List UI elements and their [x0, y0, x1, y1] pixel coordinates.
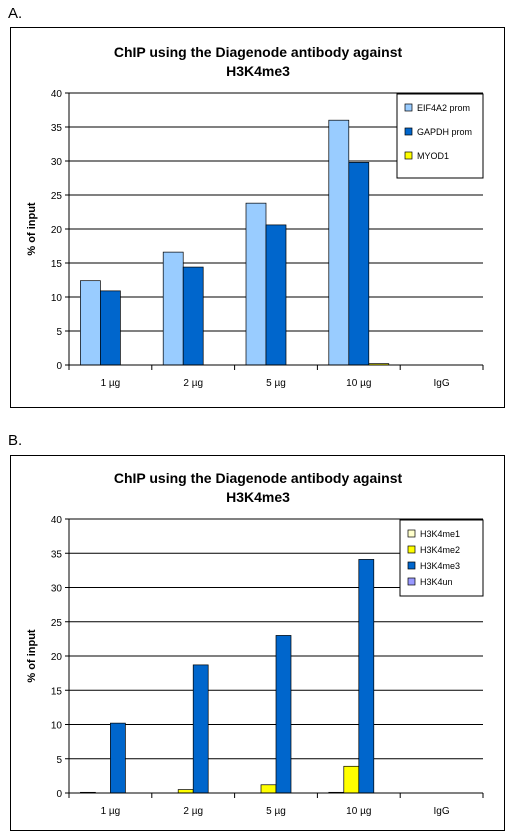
chart-b-ytick-label: 0 — [56, 789, 62, 800]
chart-a-legend-swatch — [404, 103, 413, 112]
chart-b-bar-h3k4me3 — [110, 722, 126, 794]
chart-a-bar-gapdh-prom — [182, 266, 204, 366]
chart-b: ChIP using the Diagenode antibody agains… — [26, 470, 484, 817]
chart-b-ytick-label: 20 — [51, 652, 63, 663]
chart-b-bar-h3k4me2 — [343, 765, 360, 794]
chart-a-ytick-label: 25 — [51, 191, 63, 202]
chart-a-frame: ChIP using the Diagenode antibody agains… — [10, 27, 505, 408]
chart-b-bar-h3k4me2 — [260, 784, 277, 794]
chart-b-ytick-label: 35 — [51, 549, 63, 560]
chart-b-legend-swatch — [407, 545, 416, 554]
chart-a-category-label: 10 µg — [346, 378, 371, 389]
chart-b-legend-label: H3K4me3 — [420, 561, 460, 571]
chart-b-legend-label: H3K4me1 — [420, 529, 460, 539]
chart-b-subtitle: H3K4me3 — [226, 489, 290, 505]
chart-b-ytick-label: 40 — [51, 515, 63, 526]
chart-b-category-label: 2 µg — [183, 806, 203, 817]
chart-b-category-label: 5 µg — [266, 806, 286, 817]
chart-b-ytick-label: 5 — [56, 755, 62, 766]
chart-b-legend-swatch — [407, 577, 416, 586]
chart-b-bar-h3k4me2 — [177, 789, 194, 794]
chart-b-bar-h3k4me3 — [192, 664, 209, 794]
chart-a-category-label: IgG — [434, 378, 450, 389]
chart-a-ytick-label: 10 — [51, 293, 63, 304]
chart-a-ytick-label: 20 — [51, 225, 63, 236]
chart-a: ChIP using the Diagenode antibody agains… — [26, 44, 484, 389]
chart-a-legend-label: EIF4A2 prom — [417, 103, 470, 113]
chart-a-legend-label: GAPDH prom — [417, 127, 472, 137]
chart-b-category-label: 1 µg — [101, 806, 121, 817]
chart-b-category-label: 10 µg — [346, 806, 371, 817]
chart-b-frame: ChIP using the Diagenode antibody agains… — [10, 455, 505, 831]
panel-a-label: A. — [8, 5, 23, 22]
chart-b-title: ChIP using the Diagenode antibody agains… — [114, 470, 403, 486]
chart-a-legend-label: MYOD1 — [417, 151, 449, 161]
chart-a-ytick-label: 0 — [56, 361, 62, 372]
chart-b-ytick-label: 15 — [51, 686, 63, 697]
chart-a-category-label: 5 µg — [266, 378, 286, 389]
chart-a-subtitle: H3K4me3 — [226, 63, 290, 79]
chart-a-ytick-label: 35 — [51, 123, 63, 134]
chart-a-bar-eif4a2-prom — [80, 280, 101, 366]
chart-a-ytick-label: 40 — [51, 89, 63, 100]
chart-a-bar-eif4a2-prom — [245, 202, 267, 366]
chart-b-legend-label: H3K4me2 — [420, 545, 460, 555]
chart-b-bar-h3k4me3 — [275, 635, 292, 794]
chart-a-bar-gapdh-prom — [348, 162, 370, 366]
chart-a-bar-gapdh-prom — [100, 290, 121, 366]
chart-b-ytick-label: 10 — [51, 721, 63, 732]
chart-a-title: ChIP using the Diagenode antibody agains… — [114, 44, 403, 60]
chart-b-legend-label: H3K4un — [420, 577, 453, 587]
chart-a-bar-eif4a2-prom — [328, 119, 350, 366]
chart-b-legend-swatch — [407, 561, 416, 570]
chart-a-ytick-label: 15 — [51, 259, 63, 270]
chart-b-bar-h3k4me3 — [358, 559, 375, 794]
chart-b-category-label: IgG — [434, 806, 450, 817]
chart-a-category-label: 2 µg — [183, 378, 203, 389]
chart-a-ytick-label: 30 — [51, 157, 63, 168]
chart-a-ylabel: % of input — [26, 202, 38, 255]
chart-a-legend-swatch — [404, 151, 413, 160]
chart-b-ytick-label: 25 — [51, 618, 63, 629]
chart-a-bar-gapdh-prom — [265, 224, 287, 366]
chart-b-ylabel: % of input — [26, 629, 38, 682]
chart-a-legend-swatch — [404, 127, 413, 136]
chart-a-category-label: 1 µg — [101, 378, 121, 389]
chart-a-bar-eif4a2-prom — [162, 251, 184, 366]
chart-b-legend-swatch — [407, 529, 416, 538]
chart-b-ytick-label: 30 — [51, 584, 63, 595]
chart-a-ytick-label: 5 — [56, 327, 62, 338]
panel-b-label: B. — [8, 432, 23, 449]
